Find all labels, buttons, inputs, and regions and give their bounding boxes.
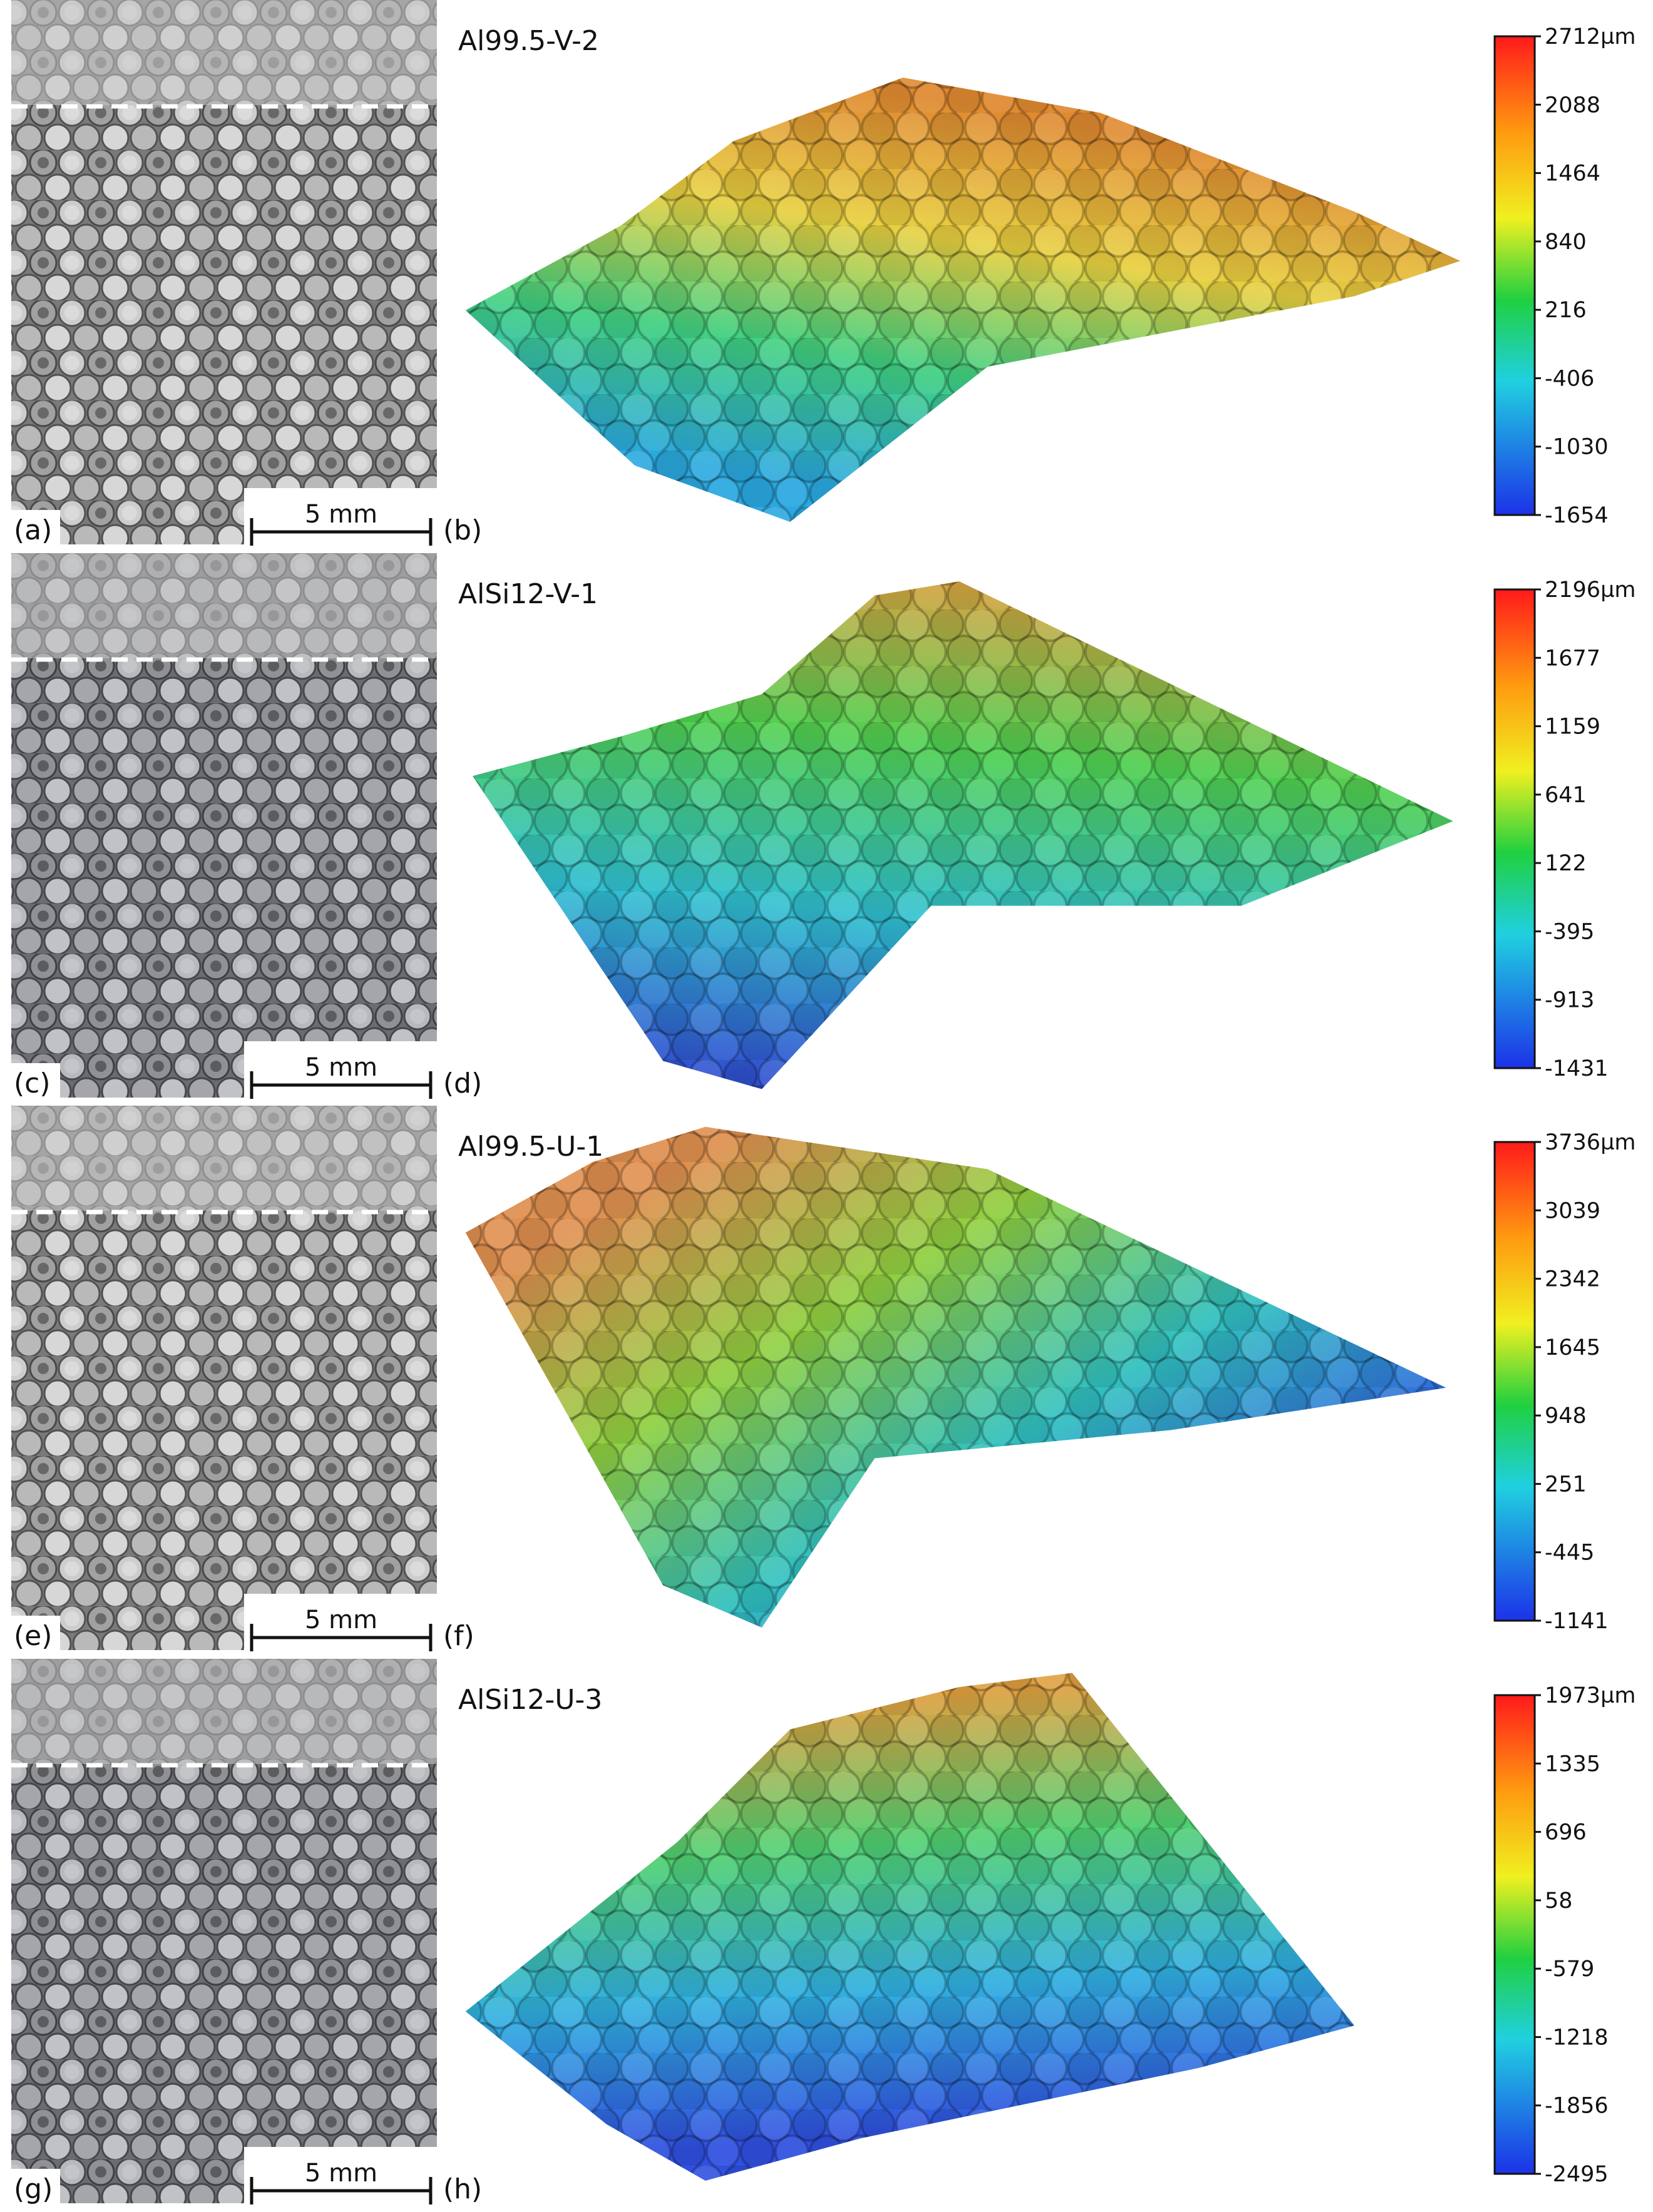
colorbar-label: 840 (1545, 230, 1587, 255)
panel: (g) 5 mm (h) AlSi12-U-3 1973µm 1335 696 58 -579 -… (11, 1659, 1635, 2206)
colorbar-label: 1973µm (1545, 1683, 1635, 1708)
colorbar-label: -1218 (1545, 2025, 1609, 2050)
panel: (a) 5 mm (b) Al99.5-V-2 2712µm 2088 1464 840 216… (11, 0, 1635, 548)
sample-name: Al99.5-U-1 (458, 1131, 603, 1163)
colorbar-label: 1464 (1545, 161, 1600, 186)
colorbar-label: -1856 (1545, 2094, 1609, 2119)
scale-box (244, 1041, 437, 1101)
scale-label: 5 mm (305, 1606, 377, 1634)
colorbar-label: -1431 (1545, 1056, 1609, 1081)
surface-label: (d) (443, 1068, 482, 1099)
colorbar-label: 2196µm (1545, 578, 1635, 603)
colorbar-label: 1677 (1545, 646, 1600, 671)
scale-label: 5 mm (305, 2159, 377, 2188)
colorbar-label: -2495 (1545, 2162, 1609, 2187)
scale-box (244, 1594, 437, 1653)
colorbar (1493, 1141, 1536, 1622)
scale-label: 5 mm (305, 1053, 377, 1082)
skin-layer (11, 553, 437, 658)
colorbar-label: 122 (1545, 851, 1587, 876)
colorbar (1493, 35, 1536, 516)
colorbar-label: 1335 (1545, 1751, 1600, 1776)
photo-label: (c) (14, 1068, 51, 1099)
scale-label: 5 mm (305, 500, 377, 529)
colorbar-label: -395 (1545, 919, 1594, 944)
colorbar-label: 948 (1545, 1404, 1587, 1429)
colorbar-label: 3736µm (1545, 1130, 1635, 1155)
skin-layer (11, 1659, 437, 1764)
colorbar-label: 216 (1545, 298, 1587, 323)
sample-name: AlSi12-U-3 (458, 1684, 602, 1716)
surface-cells (465, 1126, 1446, 1628)
colorbar-label: 2342 (1545, 1267, 1600, 1292)
photo-label: (a) (14, 514, 52, 546)
scale-box (244, 2147, 437, 2206)
colorbar (1493, 1694, 1536, 2175)
colorbar-label: 1159 (1545, 715, 1600, 740)
colorbar-label: -1141 (1545, 1609, 1609, 1634)
colorbar-label: -406 (1545, 366, 1594, 391)
colorbar-label: 2712µm (1545, 24, 1635, 49)
panel: (e) 5 mm (f) Al99.5-U-1 3736µm 3039 2342 1645 94… (11, 1106, 1635, 1653)
skin-layer (11, 1106, 437, 1211)
colorbar-label: 1645 (1545, 1335, 1600, 1360)
colorbar (1493, 588, 1536, 1069)
colorbar-label: 58 (1545, 1888, 1573, 1914)
photo-label: (g) (14, 2173, 53, 2205)
skin-layer (11, 0, 437, 105)
colorbar-label: -445 (1545, 1541, 1594, 1566)
label-box (11, 510, 60, 546)
colorbar-label: 3039 (1545, 1198, 1600, 1223)
colorbar-label: 696 (1545, 1820, 1587, 1845)
surface-cells (473, 581, 1453, 1089)
colorbar-label: -579 (1545, 1957, 1594, 1982)
surface-cells (465, 77, 1460, 522)
sample-name: AlSi12-V-1 (458, 578, 598, 610)
colorbar-label: -1654 (1545, 503, 1609, 528)
surface-label: (f) (443, 1620, 474, 1652)
photo-label: (e) (14, 1620, 52, 1652)
panel: (c) 5 mm (d) AlSi12-V-1 2196µm 1677 1159 641 122… (11, 553, 1635, 1101)
surface-cells (465, 1673, 1354, 2181)
label-box (11, 1063, 60, 1099)
colorbar-label: 251 (1545, 1472, 1587, 1497)
surface-label: (h) (443, 2173, 482, 2205)
sample-name: Al99.5-V-2 (458, 25, 599, 57)
label-box (11, 1616, 60, 1652)
colorbar-label: 2088 (1545, 93, 1600, 118)
scale-box (244, 488, 437, 548)
colorbar-label: 641 (1545, 783, 1587, 808)
label-box (11, 2169, 60, 2205)
surface-label: (b) (443, 514, 482, 546)
colorbar-label: -1030 (1545, 435, 1609, 460)
colorbar-label: -913 (1545, 988, 1594, 1013)
